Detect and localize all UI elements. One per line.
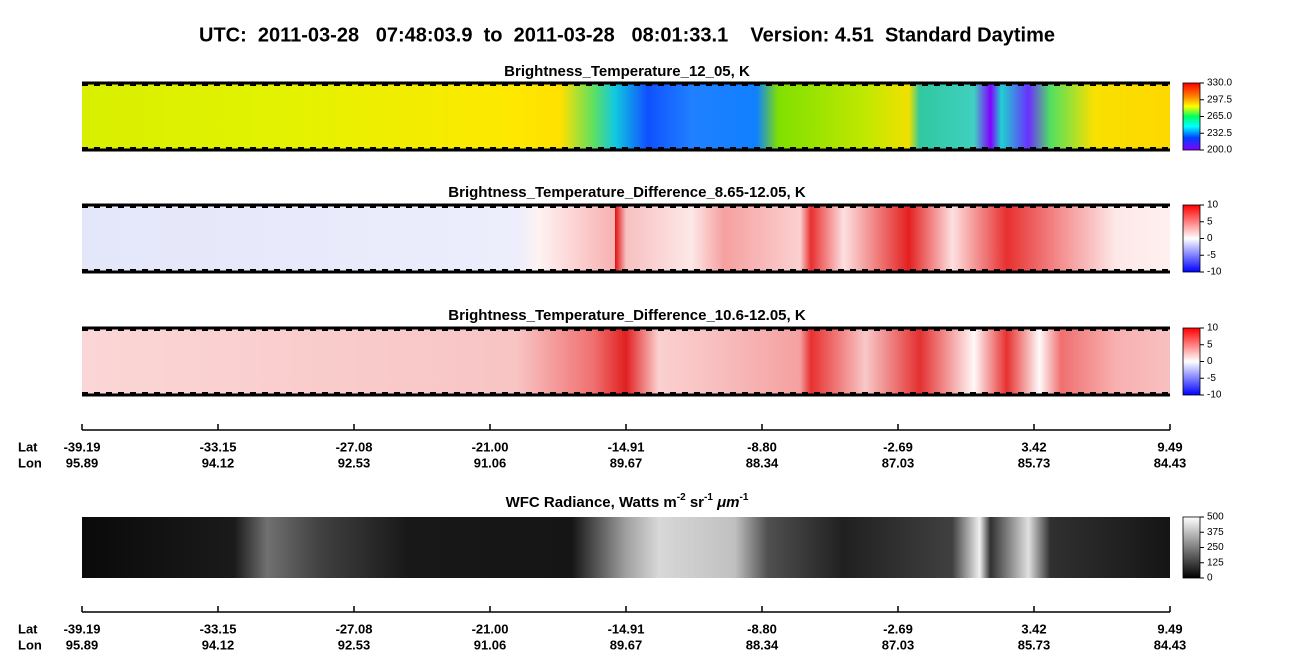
colorbar-label: 0 [1207, 233, 1213, 244]
lat-label: -2.69 [883, 439, 913, 454]
lat-label: -21.00 [472, 621, 509, 636]
colorbar-label: 330.0 [1207, 78, 1232, 89]
lon-label: 94.12 [202, 455, 235, 470]
title-text: WFC Radiance, Watts m [506, 494, 677, 511]
lon-label: 87.03 [882, 455, 915, 470]
lon-label: 84.43 [1154, 455, 1187, 470]
lat-label: -33.15 [200, 439, 237, 454]
colorbar-label: 265.0 [1207, 111, 1232, 122]
swath-image [82, 83, 1170, 150]
lat-label: -27.08 [336, 439, 373, 454]
lon-label: 92.53 [338, 455, 371, 470]
lat-label: 9.49 [1157, 439, 1182, 454]
lon-label: 89.67 [610, 637, 643, 652]
colorbar-label: 232.5 [1207, 128, 1232, 139]
title-superscript: -2 [677, 492, 686, 503]
title-text: μm [713, 494, 740, 511]
colorbar [1182, 204, 1201, 273]
title-superscript: -1 [739, 492, 748, 503]
title-text: sr [686, 494, 705, 511]
lon-label: 87.03 [882, 637, 915, 652]
lat-label: 9.49 [1157, 621, 1182, 636]
lat-label: -8.80 [747, 621, 777, 636]
colorbar-label: 500 [1207, 512, 1224, 523]
lat-label: -14.91 [608, 439, 645, 454]
lon-label: 84.43 [1154, 637, 1187, 652]
lat-label: -8.80 [747, 439, 777, 454]
colorbar-label: 250 [1207, 542, 1224, 553]
swath-image [82, 205, 1170, 272]
swath-image [82, 517, 1170, 578]
lon-label: 95.89 [66, 455, 99, 470]
lon-label: 89.67 [610, 455, 643, 470]
lon-label: 88.34 [746, 637, 779, 652]
lat-label: 3.42 [1021, 439, 1046, 454]
colorbar [1182, 327, 1201, 396]
panel-title: WFC Radiance, Watts m-2 sr-1 μm-1 [506, 492, 749, 511]
lat-label: 3.42 [1021, 621, 1046, 636]
title-superscript: -1 [704, 492, 713, 503]
figure-title: UTC: 2011-03-28 07:48:03.9 to 2011-03-28… [199, 24, 1055, 46]
lon-label: 94.12 [202, 637, 235, 652]
colorbar-label: 5 [1207, 216, 1213, 227]
colorbar [1182, 516, 1201, 579]
lat-label: -14.91 [608, 621, 645, 636]
colorbar-label: 200.0 [1207, 145, 1232, 156]
colorbar-label: 10 [1207, 200, 1219, 211]
lat-label: -27.08 [336, 621, 373, 636]
lat-label: -2.69 [883, 621, 913, 636]
colorbar-label: 375 [1207, 527, 1224, 538]
lon-label: 95.89 [66, 637, 99, 652]
colorbar [1182, 82, 1201, 151]
swath-image [82, 328, 1170, 395]
lon-label: 92.53 [338, 637, 371, 652]
colorbar-label: -10 [1207, 267, 1222, 278]
colorbar-label: 5 [1207, 339, 1213, 350]
lon-label: 85.73 [1018, 455, 1051, 470]
colorbar-label: -5 [1207, 250, 1216, 261]
colorbar-label: 125 [1207, 557, 1224, 568]
lon-label: 91.06 [474, 637, 507, 652]
lon-label: 91.06 [474, 455, 507, 470]
panel-title: Brightness_Temperature_12_05, K [504, 63, 750, 80]
lon-label: 85.73 [1018, 637, 1051, 652]
axis-row-label: Lon [18, 637, 42, 652]
lat-label: -39.19 [64, 621, 101, 636]
colorbar-label: -5 [1207, 373, 1216, 384]
lat-label: -21.00 [472, 439, 509, 454]
lat-label: -39.19 [64, 439, 101, 454]
lat-label: -33.15 [200, 621, 237, 636]
colorbar-label: 10 [1207, 323, 1219, 334]
axis-row-label: Lat [18, 621, 38, 636]
colorbar-label: 0 [1207, 356, 1213, 367]
colorbar-label: -10 [1207, 390, 1222, 401]
colorbar-label: 0 [1207, 573, 1213, 584]
axis-row-label: Lon [18, 455, 42, 470]
panel-title: Brightness_Temperature_Difference_10.6-1… [448, 307, 806, 324]
colorbar-label: 297.5 [1207, 94, 1232, 105]
lon-label: 88.34 [746, 455, 779, 470]
axis-row-label: Lat [18, 439, 38, 454]
panel-title: Brightness_Temperature_Difference_8.65-1… [448, 184, 806, 201]
